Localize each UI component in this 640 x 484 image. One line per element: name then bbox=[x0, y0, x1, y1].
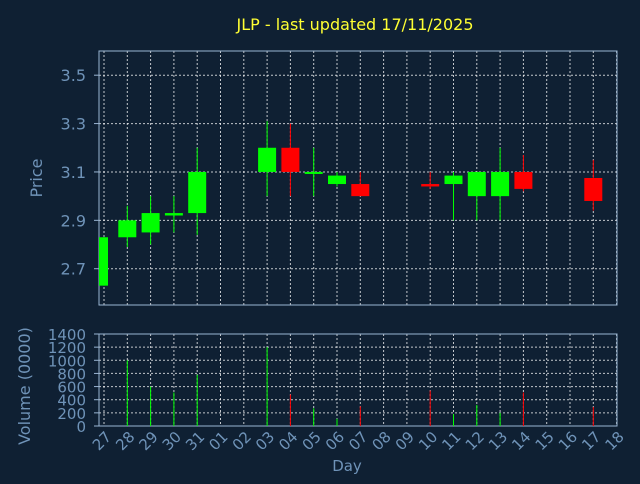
candle-body bbox=[304, 171, 323, 174]
price-tick-label: 3.1 bbox=[61, 163, 86, 182]
volume-tick-label: 400 bbox=[57, 392, 86, 410]
candle bbox=[421, 171, 440, 189]
volume-tick-label: 1000 bbox=[48, 352, 86, 370]
candles bbox=[99, 121, 603, 286]
x-tick-label: 18 bbox=[601, 428, 627, 454]
candle bbox=[584, 159, 603, 211]
candle-body bbox=[514, 171, 533, 189]
candle bbox=[164, 196, 183, 233]
price-grid bbox=[99, 51, 618, 305]
volume-frame bbox=[98, 333, 618, 427]
volume-grid bbox=[99, 333, 618, 427]
candle bbox=[281, 123, 300, 197]
candle bbox=[444, 171, 463, 221]
volume-tick-label: 200 bbox=[57, 405, 86, 423]
candle bbox=[118, 205, 137, 247]
price-tick-label: 3.5 bbox=[61, 66, 86, 85]
volume-tick-label: 600 bbox=[57, 379, 86, 397]
candle bbox=[351, 171, 370, 197]
candle bbox=[514, 155, 533, 192]
candle-body bbox=[467, 171, 486, 197]
candle bbox=[328, 171, 346, 187]
candle bbox=[304, 147, 323, 197]
candle-body bbox=[141, 213, 160, 233]
candle-body bbox=[118, 220, 137, 238]
x-axis-label: Day bbox=[332, 457, 362, 475]
volume-tick-label: 800 bbox=[57, 365, 86, 383]
price-tick-label: 2.9 bbox=[61, 211, 86, 230]
candle bbox=[491, 147, 510, 221]
candle-body bbox=[258, 147, 277, 172]
volume-bars bbox=[126, 347, 594, 426]
candle bbox=[467, 171, 486, 221]
volume-axis-label: Volume (0000) bbox=[15, 327, 34, 445]
candle-body bbox=[281, 147, 300, 172]
candle-body bbox=[351, 184, 370, 197]
price-frame bbox=[98, 50, 618, 306]
candle-body bbox=[99, 237, 108, 286]
volume-tick-label: 1200 bbox=[48, 339, 86, 357]
candle-body bbox=[188, 171, 207, 214]
candle-body bbox=[584, 178, 603, 201]
candle-body bbox=[421, 184, 440, 187]
price-axis-label: Price bbox=[27, 158, 46, 197]
candle-body bbox=[164, 213, 183, 216]
candle bbox=[188, 147, 207, 235]
volume-tick-label: 0 bbox=[76, 418, 86, 436]
chart-title: JLP - last updated 17/11/2025 bbox=[235, 15, 473, 34]
price-panel: 2.7 2.9 3.1 3.3 3.5 Price bbox=[27, 50, 618, 306]
candle bbox=[141, 196, 160, 245]
candle-body bbox=[491, 171, 510, 197]
candle-body bbox=[328, 175, 346, 185]
price-tick-label: 3.3 bbox=[61, 115, 86, 134]
candle bbox=[258, 121, 277, 197]
candle-body bbox=[444, 175, 463, 185]
volume-tick-label: 1400 bbox=[48, 326, 86, 344]
candle bbox=[99, 237, 108, 286]
price-tick-label: 2.7 bbox=[61, 260, 86, 279]
